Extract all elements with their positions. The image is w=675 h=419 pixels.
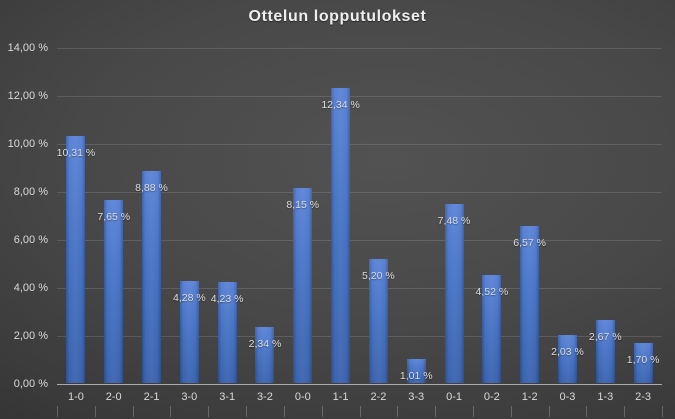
category-boundary-tick (662, 406, 663, 417)
y-axis-tick-label: 10,00 % (7, 137, 48, 150)
x-axis-tick-label: 1-3 (597, 391, 614, 403)
bar-data-label: 10,31 % (56, 147, 96, 160)
x-axis-tick-label: 1-1 (332, 391, 349, 403)
category-boundary-tick (359, 406, 361, 417)
x-axis-tick-label: 0-0 (294, 391, 311, 403)
x-axis-line (57, 383, 662, 385)
bar-0-1 (444, 204, 464, 384)
x-axis-tick-label: 2-2 (370, 391, 387, 403)
y-gridline (57, 48, 662, 49)
bar-1-1 (331, 87, 351, 384)
category-boundary-tick (548, 406, 550, 417)
bar-data-label: 7,65 % (97, 211, 131, 224)
category-boundary-tick (208, 406, 210, 417)
bar-2-1 (142, 170, 162, 384)
y-axis-tick-label: 12,00 % (7, 89, 48, 102)
bar-data-label: 1,01 % (399, 370, 433, 383)
bar-data-label: 2,03 % (551, 345, 584, 358)
bar-data-label: 12,34 % (321, 98, 360, 111)
y-gridline (57, 335, 662, 337)
x-axis-tick-label: 3-1 (219, 391, 236, 403)
category-boundary-tick (283, 406, 285, 417)
y-gridline (57, 239, 662, 241)
category-boundary-tick (94, 406, 96, 417)
bar-1-2 (520, 226, 540, 384)
bar-data-label: 1,70 % (626, 353, 660, 366)
x-axis-tick-label: 3-0 (181, 391, 198, 403)
bar-0-3 (557, 334, 577, 384)
category-boundary-tick (435, 406, 437, 417)
bar-2-2 (368, 258, 388, 384)
bar-3-1 (217, 282, 237, 384)
category-boundary-tick (510, 406, 512, 417)
bar-0-0 (293, 188, 313, 384)
bar-data-label: 4,23 % (210, 293, 244, 306)
x-axis-tick-label: 1-2 (521, 391, 538, 403)
bar-data-label: 2,67 % (588, 330, 622, 343)
x-axis-tick-label: 3-3 (408, 391, 425, 403)
x-axis-tick-label: 3-2 (257, 391, 273, 403)
category-boundary-tick (132, 406, 134, 417)
category-boundary-tick (246, 406, 248, 417)
y-gridline (57, 95, 662, 97)
bar-data-label: 5,20 % (362, 269, 395, 282)
x-axis-tick-label: 2-1 (143, 391, 160, 403)
y-axis-tick-label: 14,00 % (7, 42, 48, 54)
bar-data-label: 7,48 % (437, 215, 471, 228)
category-boundary-tick (170, 406, 172, 417)
bar-data-label: 6,57 % (513, 237, 547, 250)
y-axis-tick-label: 8,00 % (13, 185, 48, 198)
y-gridline (57, 191, 662, 193)
y-axis-tick-label: 0,00 % (13, 377, 48, 390)
category-boundary-tick (624, 406, 626, 417)
category-boundary-tick (57, 406, 58, 417)
bar-1-3 (595, 319, 615, 384)
bar-3-0 (179, 280, 199, 384)
category-boundary-tick (586, 406, 588, 417)
chart-title: Ottelun lopputulokset (248, 8, 427, 25)
bar-data-label: 8,88 % (135, 181, 168, 194)
x-axis-tick-label: 1-0 (67, 391, 84, 403)
category-boundary-tick (472, 406, 474, 417)
x-axis-tick-label: 2-0 (105, 391, 122, 403)
bar-0-2 (482, 275, 502, 384)
bar-2-0 (104, 200, 124, 384)
bar-2-3 (633, 342, 653, 384)
y-axis-tick-label: 2,00 % (13, 329, 48, 342)
x-axis-tick-label: 0-2 (483, 391, 500, 403)
y-axis-tick-label: 6,00 % (13, 233, 48, 246)
bar-1-0 (66, 136, 86, 384)
y-gridline (57, 287, 662, 289)
category-boundary-tick (321, 406, 323, 417)
x-axis-tick-label: 0-1 (446, 391, 462, 403)
bar-data-label: 2,34 % (248, 338, 282, 351)
y-gridline (57, 143, 662, 145)
x-axis-tick-label: 0-3 (559, 391, 576, 403)
bar-data-label: 8,15 % (286, 199, 320, 212)
category-boundary-tick (397, 406, 399, 417)
bar-3-3 (406, 359, 426, 384)
bar-data-label: 4,28 % (172, 291, 206, 304)
y-axis-tick-label: 4,00 % (13, 281, 48, 294)
bar-data-label: 4,52 % (475, 286, 509, 299)
x-axis-tick-label: 2-3 (635, 391, 652, 403)
bar-3-2 (255, 327, 275, 384)
